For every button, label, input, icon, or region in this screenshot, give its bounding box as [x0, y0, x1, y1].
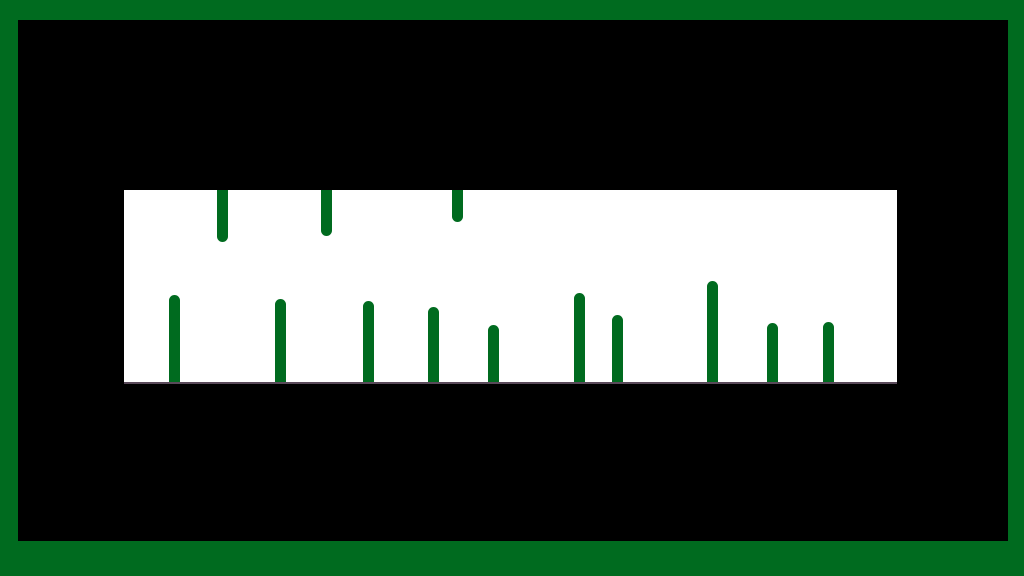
bottom-tick-2	[275, 299, 286, 384]
bottom-tick-9	[767, 323, 778, 384]
bottom-tick-7	[612, 315, 623, 384]
top-tick-1	[217, 190, 228, 242]
baseline	[124, 382, 897, 384]
top-tick-2	[321, 190, 332, 236]
bottom-tick-3	[363, 301, 374, 384]
bottom-tick-10	[823, 322, 834, 384]
white-panel	[124, 190, 897, 384]
bottom-tick-4	[428, 307, 439, 384]
top-tick-3	[452, 190, 463, 222]
bottom-tick-1	[169, 295, 180, 384]
bottom-tick-8	[707, 281, 718, 384]
bottom-tick-5	[488, 325, 499, 384]
bottom-tick-6	[574, 293, 585, 384]
